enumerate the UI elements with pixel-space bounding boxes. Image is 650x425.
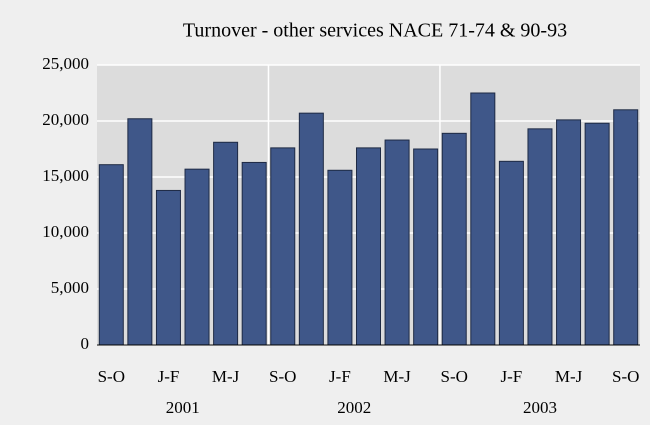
bar	[498, 160, 524, 346]
y-tick-label: 5,000	[51, 278, 89, 297]
bar	[241, 161, 267, 346]
bar	[355, 147, 382, 346]
x-tick-label: M-J	[383, 367, 411, 386]
year-label: 2002	[337, 398, 371, 417]
x-tick-label: J-F	[158, 367, 180, 386]
year-label: 2003	[523, 398, 557, 417]
bar	[327, 169, 353, 346]
bar	[527, 128, 553, 346]
x-tick-label: M-J	[555, 367, 583, 386]
x-tick-label: S-O	[441, 367, 468, 386]
x-tick-label: J-F	[501, 367, 523, 386]
year-label: 2001	[166, 398, 200, 417]
x-tick-label: J-F	[329, 367, 351, 386]
x-tick-label: S-O	[612, 367, 639, 386]
bar	[98, 164, 124, 346]
bar	[384, 139, 410, 346]
y-tick-label: 20,000	[42, 110, 89, 129]
bar	[441, 132, 467, 346]
bar	[184, 168, 210, 346]
bar	[270, 147, 296, 346]
bar	[155, 189, 181, 346]
bar	[413, 148, 439, 346]
chart-title: Turnover - other services NACE 71-74 & 9…	[183, 20, 567, 42]
bar	[298, 112, 324, 346]
y-tick-label: 0	[81, 334, 90, 353]
bar	[127, 118, 153, 346]
y-tick-label: 25,000	[42, 54, 89, 73]
x-tick-label: S-O	[269, 367, 296, 386]
y-tick-label: 10,000	[42, 222, 89, 241]
bar	[556, 119, 582, 346]
bar	[613, 109, 639, 346]
x-tick-label: S-O	[98, 367, 125, 386]
bar	[213, 141, 239, 346]
bar	[584, 122, 610, 346]
x-tick-label: M-J	[212, 367, 240, 386]
bar	[470, 92, 496, 346]
y-tick-label: 15,000	[42, 166, 89, 185]
